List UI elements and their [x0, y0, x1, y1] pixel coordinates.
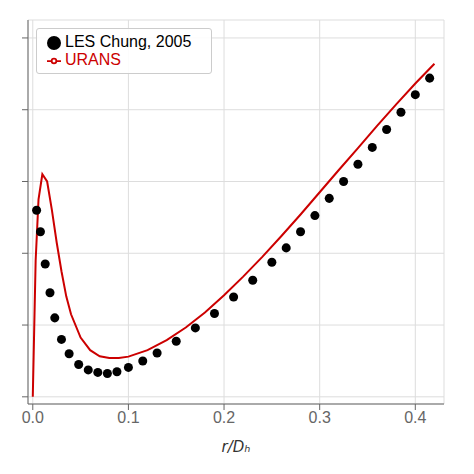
svg-text:0.3: 0.3	[309, 409, 331, 426]
html-text:LES Chung, 2005: LES Chung, 2005	[65, 33, 192, 50]
svg-text:0.4: 0.4	[404, 409, 426, 426]
html-text:URANS: URANS	[65, 51, 121, 68]
svg-text:0.0: 0.0	[22, 409, 44, 426]
svg-text:0.1: 0.1	[117, 409, 139, 426]
svg-text:r/Dₕ: r/Dₕ	[222, 438, 251, 456]
svg-text:0.2: 0.2	[213, 409, 235, 426]
